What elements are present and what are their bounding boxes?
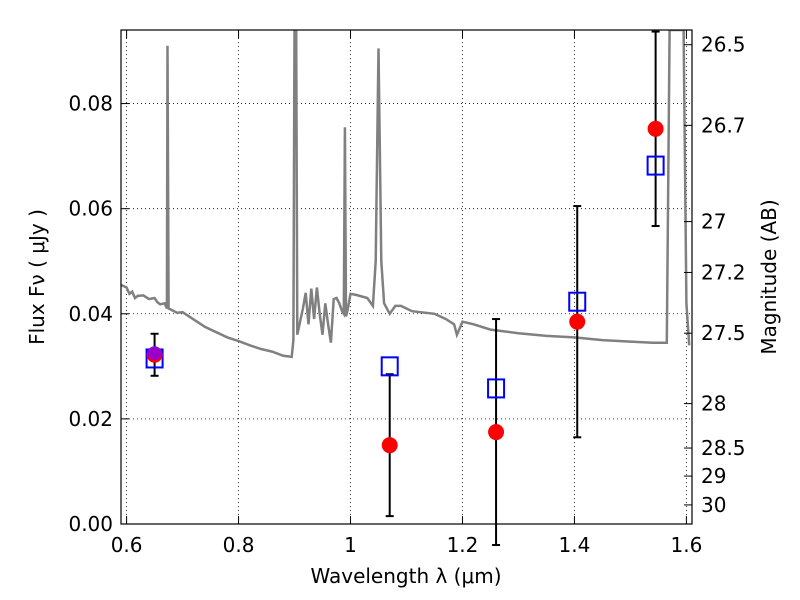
y2-axis-label: Magnitude (AB) [757,199,781,354]
y-tick-label: 0.02 [68,407,113,431]
mag-tick-label: 26.5 [701,33,746,57]
model-photometry-point [646,155,665,176]
plot-area [121,30,692,524]
plot-frame [120,29,693,525]
overlap-point [147,346,162,361]
x-axis-label: Wavelength λ (μm) [310,564,501,588]
mag-tick-label: 27 [701,210,726,234]
observed-point [647,120,664,137]
observed-point [381,437,398,454]
x-tick-label: 1.4 [559,533,591,557]
model-spectrum-line [121,30,691,359]
x-tick-label: 1.6 [670,533,702,557]
mag-tick-label: 28 [701,392,726,416]
model-spectrum-layer [121,30,691,359]
observed-point [488,424,505,441]
mag-tick-label: 30 [701,493,726,517]
y-tick-label: 0.06 [68,197,113,221]
x-tick-label: 0.6 [111,533,143,557]
data-points-layer [145,120,665,454]
mag-tick-label: 28.5 [701,436,746,460]
mag-tick-label: 27.2 [701,260,746,284]
y-tick-label: 0.04 [68,302,113,326]
x-tick-label: 1 [344,533,357,557]
model-photometry-point [380,356,399,377]
model-photometry-point [487,378,506,399]
y-tick-label: 0.00 [68,512,113,536]
model-photometry-point [568,291,587,312]
x-tick-label: 0.8 [223,533,255,557]
y-tick-label: 0.08 [68,92,113,116]
mag-tick-label: 29 [701,464,726,488]
mag-tick-label: 27.5 [701,321,746,345]
y-axis-label: Flux Fν ( μJy ) [25,209,49,345]
observed-point [569,313,586,330]
axis-ticks: 0.6 0.8 1 1.2 1.4 1.6 0.00 0.02 0.04 0.06 0.08 26.5… [68,30,746,557]
x-tick-label: 1.2 [447,533,479,557]
mag-tick-label: 26.7 [701,113,746,137]
